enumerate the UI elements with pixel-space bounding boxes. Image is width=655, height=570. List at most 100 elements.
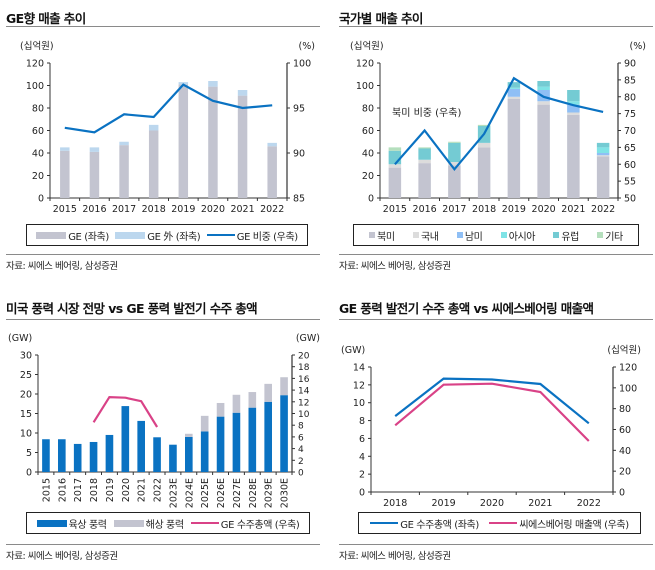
left-tick-label: 40	[32, 149, 44, 160]
legend-item: GE (좌축)	[36, 228, 109, 243]
left-tick-label: 20	[32, 171, 44, 182]
x-tick-label: 2015	[41, 478, 52, 502]
right-tick-label: 0	[619, 488, 625, 499]
left-tick-label: 100	[356, 81, 374, 92]
right-tick-label: 20	[619, 467, 631, 478]
right-tick-label: 40	[619, 446, 631, 457]
legend-swatch	[190, 522, 219, 524]
legend-item: 아시아	[500, 228, 536, 243]
title-divider	[339, 26, 653, 27]
left-tick-label: 120	[26, 59, 44, 70]
chart-title: GE향 매출 추이	[6, 11, 86, 26]
bar-유럽	[596, 142, 610, 148]
line-씨에스베어링-매출액	[394, 382, 590, 442]
right-axis-unit: (십억원)	[607, 344, 641, 356]
bar-북미	[477, 147, 491, 198]
left-tick-label: 2	[359, 470, 365, 481]
legend-label: 기타	[605, 231, 623, 243]
bar-육상-풍력	[200, 431, 209, 472]
bar-육상-풍력	[42, 439, 50, 472]
bar-해상-풍력	[185, 433, 193, 437]
chart-title: GE 풍력 발전기 수주 총액 vs 씨에스베어링 매출액	[339, 301, 594, 316]
legend-swatch	[489, 522, 518, 524]
bar-해상-풍력	[216, 402, 225, 417]
bar-육상-풍력	[169, 444, 177, 472]
left-tick-label: 80	[32, 104, 44, 115]
legend-label: 유럽	[561, 231, 579, 243]
x-tick-label: 2021	[230, 204, 254, 215]
x-tick-label: 2029E	[264, 478, 275, 508]
bar-GE	[178, 84, 189, 198]
left-tick-label: 10	[353, 398, 365, 409]
legend-swatch	[115, 231, 146, 239]
chart-ge-orders-vs-sales: (GW) (십억원) 0 2 4 6 8 10 12 14 0 20 40 60 80 100 120 2018 2…	[341, 344, 641, 509]
line-북미-비중	[394, 76, 604, 172]
left-tick-label: 20	[20, 390, 32, 401]
right-tick-label: 60	[619, 425, 631, 436]
bar-기타	[418, 147, 431, 149]
x-tick-label: 2020	[532, 204, 556, 215]
bar-GE-外	[148, 124, 159, 131]
x-tick-label: 2017	[442, 204, 466, 215]
legend-swatch	[597, 232, 604, 238]
chart-title: 국가별 매출 추이	[339, 11, 423, 26]
legend-swatch	[206, 234, 235, 236]
bar-GE	[267, 146, 277, 198]
bar-유럽	[388, 150, 402, 165]
bar-기타	[448, 141, 461, 143]
bar-남미	[507, 88, 521, 97]
left-tick-label: 5	[26, 448, 32, 459]
left-tick-label: 60	[32, 126, 44, 137]
left-tick-label: 4	[359, 452, 365, 463]
left-axis-unit: (GW)	[341, 345, 365, 356]
legend-label: GE 비중 (우축)	[236, 231, 298, 243]
source-note: 자료: 씨에스 베어링, 삼성증권	[6, 261, 118, 272]
bar-육상-풍력	[58, 439, 66, 472]
bar-국내	[448, 162, 461, 166]
x-tick-label: 2017	[112, 204, 136, 215]
x-tick-label: 2026E	[216, 478, 227, 508]
x-tick-label: 2021	[528, 498, 552, 509]
left-axis-unit: (GW)	[8, 333, 32, 344]
panel-us-wind-outlook: 미국 풍력 시장 전망 vs GE 풍력 발전기 수주 총액 (GW) (GW) 0…	[0, 290, 320, 570]
bar-북미	[507, 99, 521, 198]
bar-북미	[448, 165, 461, 198]
bar-북미	[596, 156, 610, 198]
left-tick-label: 12	[353, 380, 365, 391]
legend-swatch	[370, 522, 399, 524]
legend-item: 북미	[369, 228, 395, 243]
bar-육상-풍력	[73, 443, 82, 472]
bar-국내	[596, 155, 610, 157]
line-GE-수주총액	[92, 395, 159, 428]
bar-육상-풍력	[280, 395, 288, 472]
left-tick-label: 25	[20, 370, 32, 381]
legend-swatch	[113, 519, 144, 527]
bar-아시아	[567, 101, 580, 105]
bar-GE-外	[119, 141, 129, 146]
left-tick-label: 40	[362, 149, 374, 160]
bar-GE-外	[237, 90, 248, 96]
x-tick-label: 2016	[82, 204, 106, 215]
right-axis-unit: (%)	[630, 41, 646, 52]
bar-국내	[418, 159, 431, 164]
title-divider	[6, 319, 320, 320]
bar-육상-풍력	[248, 407, 257, 472]
x-tick-label: 2015	[383, 204, 407, 215]
legend-swatch	[553, 232, 560, 238]
right-tick-label: 50	[624, 194, 636, 205]
x-tick-label: 2027E	[232, 478, 243, 508]
bar-GE	[60, 150, 70, 198]
right-tick-label: 4	[298, 445, 304, 455]
bar-육상-풍력	[153, 437, 161, 472]
left-tick-label: 30	[20, 351, 32, 362]
chart-ge-sales: (십억원) (%) 0 20 40 60 80 100 120 85 90 95 100 2015 2016…	[20, 40, 315, 215]
legend-label: GE 外 (좌축)	[147, 231, 201, 243]
left-tick-label: 100	[26, 81, 44, 92]
left-tick-label: 15	[20, 409, 32, 420]
right-axis-unit: (%)	[299, 41, 315, 52]
right-tick-label: 0	[298, 469, 304, 479]
right-tick-label: 75	[624, 109, 636, 120]
x-tick-label: 2021	[561, 204, 585, 215]
right-tick-label: 20	[298, 352, 310, 362]
legend-label: 아시아	[508, 231, 536, 243]
